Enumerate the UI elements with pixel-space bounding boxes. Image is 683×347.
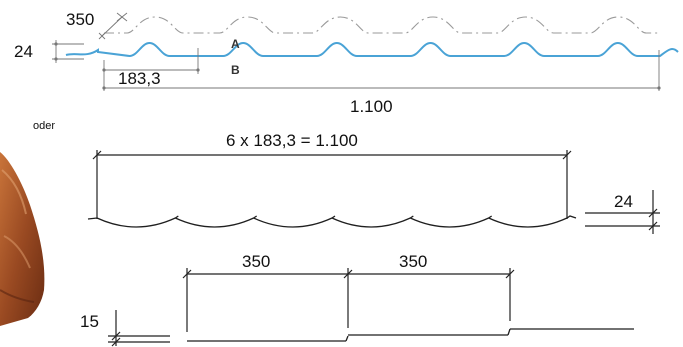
mid-tick-marks [92,150,572,160]
bottom-height-label: 15 [80,312,99,331]
top-350-label: 350 [66,10,94,29]
mid-wave-profile [87,215,577,228]
top-height-label: 24 [14,42,33,61]
top-width-dimension [102,50,661,91]
mid-height-dimension [585,190,660,234]
bottom-height-dimension [108,310,170,347]
oder-label: oder [33,120,55,132]
profile-a-curve [104,16,660,34]
mid-height-label: 24 [614,192,633,211]
top-width-label: 1.100 [350,97,393,116]
start-marker-x [98,12,128,40]
bottom-tick-marks [182,269,515,279]
top-section: 350 24 183,3 1.100 A B [14,10,679,116]
bottom-step-2-label: 350 [399,252,427,271]
top-pitch-dimension [102,48,200,91]
bottom-step-1-label: 350 [242,252,270,271]
stepped-profile [187,328,634,342]
mid-formula-label: 6 x 183,3 = 1.100 [226,131,358,150]
curve-b-label: B [231,63,240,77]
middle-section: 6 x 183,3 = 1.100 24 [87,131,660,234]
bottom-section: 350 350 15 [80,252,634,347]
roof-tile-image [0,152,45,326]
curve-a-label: A [231,37,240,51]
top-height-dimension [52,40,84,63]
profile-b-curve [65,41,679,58]
top-pitch-label: 183,3 [118,69,161,88]
